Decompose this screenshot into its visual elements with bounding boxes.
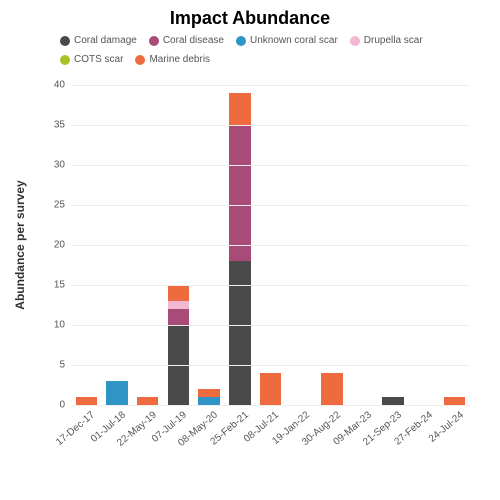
legend-marker-icon [149, 36, 159, 46]
legend-item: Drupella scar [350, 35, 423, 46]
bar-segment [168, 285, 189, 301]
stacked-bar [106, 381, 127, 405]
bar-segment [198, 397, 219, 405]
bar-segment [198, 389, 219, 397]
y-axis-label: Abundance per survey [13, 180, 27, 309]
legend-label: Drupella scar [364, 35, 423, 46]
y-tick-label: 5 [59, 360, 71, 371]
legend-label: COTS scar [74, 54, 123, 65]
grid-line [71, 205, 470, 206]
stacked-bar [321, 373, 342, 405]
y-tick-label: 30 [54, 160, 71, 171]
stacked-bar [260, 373, 281, 405]
legend: Coral damage Coral disease Unknown coral s… [0, 29, 500, 67]
legend-marker-icon [236, 36, 246, 46]
stacked-bar [168, 285, 189, 405]
stacked-bar [382, 397, 403, 405]
stacked-bar [229, 93, 250, 405]
legend-item: Coral disease [149, 35, 224, 46]
y-tick-label: 40 [54, 80, 71, 91]
grid-line [71, 325, 470, 326]
bar-segment [229, 261, 250, 405]
bar-segment [382, 397, 403, 405]
legend-label: Coral disease [163, 35, 224, 46]
grid-line [71, 245, 470, 246]
bar-segment [168, 309, 189, 325]
stacked-bar [198, 389, 219, 405]
bar-segment [229, 93, 250, 125]
legend-marker-icon [135, 55, 145, 65]
y-tick-label: 25 [54, 200, 71, 211]
bar-segment [321, 373, 342, 405]
plot-region: 17-Dec-1701-Jul-1822-May-1907-Jul-1908-M… [70, 85, 470, 405]
legend-item: Marine debris [135, 54, 210, 65]
legend-item: Coral damage [60, 35, 137, 46]
legend-marker-icon [350, 36, 360, 46]
legend-marker-icon [60, 55, 70, 65]
grid-line [71, 125, 470, 126]
chart-title: Impact Abundance [0, 0, 500, 29]
stacked-bar [76, 397, 97, 405]
grid-line [71, 285, 470, 286]
legend-label: Marine debris [149, 54, 210, 65]
bar-segment [229, 125, 250, 261]
grid-line [71, 85, 470, 86]
y-tick-label: 35 [54, 120, 71, 131]
legend-label: Coral damage [74, 35, 137, 46]
y-tick-label: 0 [59, 400, 71, 411]
grid-line [71, 165, 470, 166]
legend-marker-icon [60, 36, 70, 46]
y-tick-label: 20 [54, 240, 71, 251]
chart-area: Abundance per survey 17-Dec-1701-Jul-182… [70, 85, 470, 405]
legend-label: Unknown coral scar [250, 35, 338, 46]
bar-segment [260, 373, 281, 405]
y-tick-label: 10 [54, 320, 71, 331]
y-tick-label: 15 [54, 280, 71, 291]
grid-line [71, 365, 470, 366]
legend-item: Unknown coral scar [236, 35, 338, 46]
bar-segment [168, 301, 189, 309]
legend-item: COTS scar [60, 54, 123, 65]
bar-segment [76, 397, 97, 405]
grid-line [71, 405, 470, 406]
bar-segment [106, 381, 127, 405]
